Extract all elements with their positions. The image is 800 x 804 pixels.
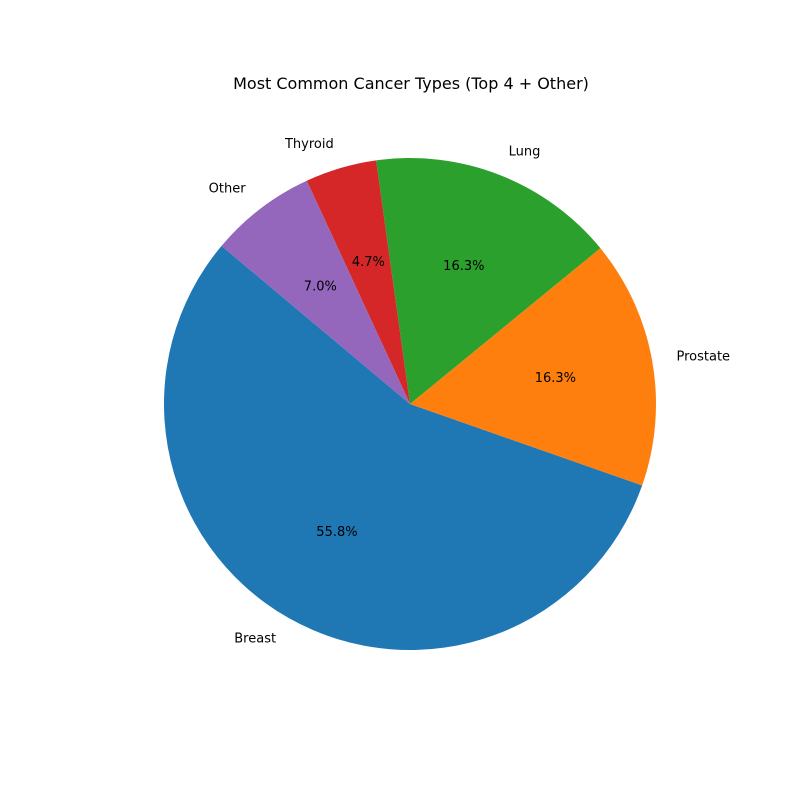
chart-title: Most Common Cancer Types (Top 4 + Other) <box>233 74 589 93</box>
slice-label-lung: Lung <box>509 145 541 160</box>
pie-slices <box>163 157 656 651</box>
pie-labels: Breast 55.8% Prostate 16.3% Lung 16.3% Thyroid… <box>209 137 730 647</box>
slice-label-other: Other <box>209 182 247 197</box>
percent-label-thyroid: 4.7% <box>352 255 385 270</box>
pie-slice-breast <box>163 245 643 651</box>
percent-label-breast: 55.8% <box>316 525 357 540</box>
slice-label-thyroid: Thyroid <box>284 137 334 152</box>
pie-slice-thyroid <box>306 160 410 404</box>
pie-slice-other <box>221 180 410 404</box>
percent-label-prostate: 16.3% <box>535 371 576 386</box>
pie-slice-lung <box>376 157 601 404</box>
percent-label-other: 7.0% <box>304 279 337 294</box>
percent-label-lung: 16.3% <box>443 259 484 274</box>
slice-label-breast: Breast <box>234 632 276 647</box>
slice-label-prostate: Prostate <box>676 350 730 365</box>
pie-slice-prostate <box>410 248 656 486</box>
